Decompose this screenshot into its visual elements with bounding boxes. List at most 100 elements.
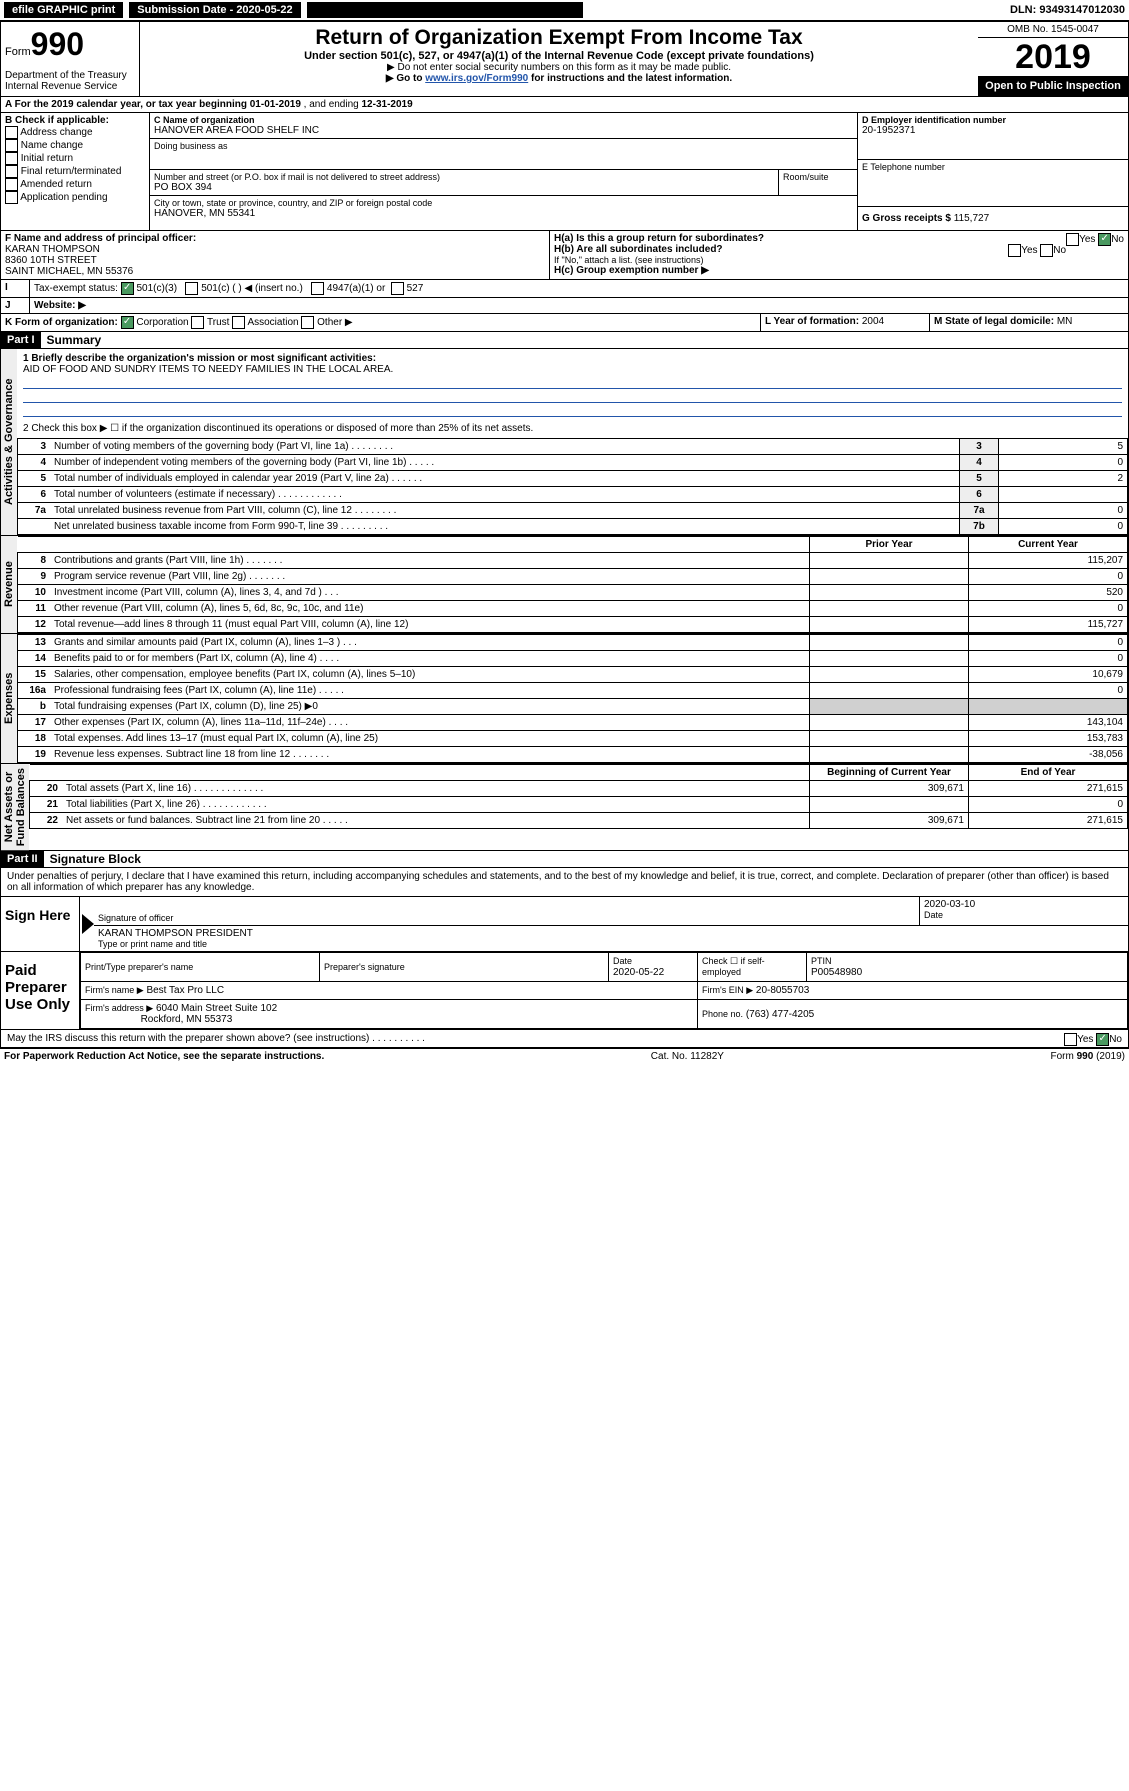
officer-street: 8360 10TH STREET <box>5 255 545 266</box>
check-initial-return[interactable]: Initial return <box>5 152 145 165</box>
arrow-icon <box>82 914 94 934</box>
table-row: 19Revenue less expenses. Subtract line 1… <box>18 747 1128 763</box>
table-row: 12Total revenue—add lines 8 through 11 (… <box>18 617 1128 633</box>
check-assoc[interactable] <box>232 316 245 329</box>
table-row: 15Salaries, other compensation, employee… <box>18 667 1128 683</box>
table-row: 18Total expenses. Add lines 13–17 (must … <box>18 731 1128 747</box>
box-k-label: K Form of organization: <box>5 317 118 328</box>
summary-exp-table: 13Grants and similar amounts paid (Part … <box>17 634 1128 763</box>
summary-ag-table: 3Number of voting members of the governi… <box>17 438 1128 535</box>
table-row: 11Other revenue (Part VIII, column (A), … <box>18 601 1128 617</box>
table-row: Net unrelated business taxable income fr… <box>18 519 1128 535</box>
table-row: 7aTotal unrelated business revenue from … <box>18 503 1128 519</box>
tax-status-row: I Tax-exempt status: ✓ 501(c)(3) 501(c) … <box>0 280 1129 298</box>
submission-date-button[interactable]: Submission Date - 2020-05-22 <box>129 2 300 18</box>
sig-date: 2020-03-10 <box>924 899 1124 910</box>
vlabel-expenses: Expenses <box>1 634 17 763</box>
paid-preparer-table: Print/Type preparer's name Preparer's si… <box>80 952 1128 1029</box>
check-address-change[interactable]: Address change <box>5 126 145 139</box>
sig-date-label: Date <box>924 910 1124 920</box>
dba-label: Doing business as <box>154 141 853 151</box>
state-domicile: MN <box>1057 316 1073 327</box>
instructions-link[interactable]: www.irs.gov/Form990 <box>425 73 528 84</box>
form-subtitle: Under section 501(c), 527, or 4947(a)(1)… <box>148 50 970 62</box>
revenue-section: Revenue Prior Year Current Year 8Contrib… <box>0 536 1129 634</box>
website-row: J Website: ▶ <box>0 298 1129 314</box>
addr-label: Number and street (or P.O. box if mail i… <box>154 172 774 182</box>
year-formation: 2004 <box>862 316 884 327</box>
check-corp[interactable]: ✓ <box>121 316 134 329</box>
table-row: 22Net assets or fund balances. Subtract … <box>30 813 1128 829</box>
table-row: 8Contributions and grants (Part VIII, li… <box>18 553 1128 569</box>
vlabel-revenue: Revenue <box>1 536 17 633</box>
efile-button[interactable]: efile GRAPHIC print <box>4 2 123 18</box>
box-m-label: M State of legal domicile: <box>934 316 1054 327</box>
col-current: Current Year <box>969 537 1128 553</box>
check-4947[interactable] <box>311 282 324 295</box>
check-501c[interactable] <box>185 282 198 295</box>
sign-here-label: Sign Here <box>1 897 80 951</box>
sig-officer-label: Signature of officer <box>98 913 915 923</box>
check-amended-return[interactable]: Amended return <box>5 178 145 191</box>
street-address: PO BOX 394 <box>154 182 774 193</box>
check-trust[interactable] <box>191 316 204 329</box>
ein: 20-1952371 <box>862 125 1124 136</box>
summary-rev-table: Prior Year Current Year 8Contributions a… <box>17 536 1128 633</box>
summary-section: Activities & Governance 1 Briefly descri… <box>0 349 1129 536</box>
open-to-public: Open to Public Inspection <box>978 76 1128 96</box>
check-name-change[interactable]: Name change <box>5 139 145 152</box>
table-row: 21Total liabilities (Part X, line 26) . … <box>30 797 1128 813</box>
room-label: Room/suite <box>783 172 853 182</box>
box-b-label: B Check if applicable: <box>5 115 145 126</box>
omb-number: OMB No. 1545-0047 <box>978 22 1128 38</box>
form-title: Return of Organization Exempt From Incom… <box>148 26 970 50</box>
box-i-label: Tax-exempt status: <box>34 283 118 294</box>
box-f-label: F Name and address of principal officer: <box>5 233 545 244</box>
table-row: 20Total assets (Part X, line 16) . . . .… <box>30 781 1128 797</box>
box-l-label: L Year of formation: <box>765 316 859 327</box>
box-g-label: G Gross receipts $ <box>862 213 951 224</box>
table-row: 16aProfessional fundraising fees (Part I… <box>18 683 1128 699</box>
table-row: 5Total number of individuals employed in… <box>18 471 1128 487</box>
check-application-pending[interactable]: Application pending <box>5 191 145 204</box>
check-527[interactable] <box>391 282 404 295</box>
line1-label: 1 Briefly describe the organization's mi… <box>23 353 1122 364</box>
table-row: 3Number of voting members of the governi… <box>18 439 1128 455</box>
expenses-section: Expenses 13Grants and similar amounts pa… <box>0 634 1129 764</box>
col-prior: Prior Year <box>810 537 969 553</box>
blank-button <box>307 2 583 18</box>
entity-info-row: B Check if applicable: Address change Na… <box>0 113 1129 231</box>
period-row: A For the 2019 calendar year, or tax yea… <box>0 97 1129 113</box>
table-row: 13Grants and similar amounts paid (Part … <box>18 635 1128 651</box>
box-e-label: E Telephone number <box>862 162 1124 172</box>
box-j-label: Website: ▶ <box>34 300 86 311</box>
irs-discuss-row: May the IRS discuss this return with the… <box>1 1029 1128 1047</box>
signature-block: Under penalties of perjury, I declare th… <box>0 868 1129 1048</box>
hc-label: H(c) Group exemption number ▶ <box>554 265 1124 276</box>
table-row: 6Total number of volunteers (estimate if… <box>18 487 1128 503</box>
table-row: 4Number of independent voting members of… <box>18 455 1128 471</box>
summary-net-table: Beginning of Current Year End of Year 20… <box>29 764 1128 829</box>
discuss-yes[interactable] <box>1064 1033 1077 1046</box>
top-bar: efile GRAPHIC print Submission Date - 20… <box>0 0 1129 22</box>
discuss-no[interactable]: ✓ <box>1096 1033 1109 1046</box>
form-ref: Form 990 (2019) <box>1051 1051 1125 1062</box>
box-c-name-label: C Name of organization <box>154 115 853 125</box>
table-row: 10Investment income (Part VIII, column (… <box>18 585 1128 601</box>
ssn-note: ▶ Do not enter social security numbers o… <box>148 62 970 73</box>
part-1-header: Part I Summary <box>0 332 1129 349</box>
part-2-header: Part II Signature Block <box>0 851 1129 868</box>
officer-name: KARAN THOMPSON <box>5 244 545 255</box>
col-beg: Beginning of Current Year <box>810 765 969 781</box>
cat-no: Cat. No. 11282Y <box>651 1051 724 1062</box>
check-final-return[interactable]: Final return/terminated <box>5 165 145 178</box>
box-d-label: D Employer identification number <box>862 115 1124 125</box>
tax-year: 2019 <box>978 38 1128 76</box>
mission-text: AID OF FOOD AND SUNDRY ITEMS TO NEEDY FA… <box>23 364 1122 375</box>
netassets-section: Net Assets or Fund Balances Beginning of… <box>0 764 1129 851</box>
department-label: Department of the Treasury Internal Reve… <box>5 70 135 92</box>
table-row: 9Program service revenue (Part VIII, lin… <box>18 569 1128 585</box>
check-501c3[interactable]: ✓ <box>121 282 134 295</box>
check-other[interactable] <box>301 316 314 329</box>
city-label: City or town, state or province, country… <box>154 198 853 208</box>
